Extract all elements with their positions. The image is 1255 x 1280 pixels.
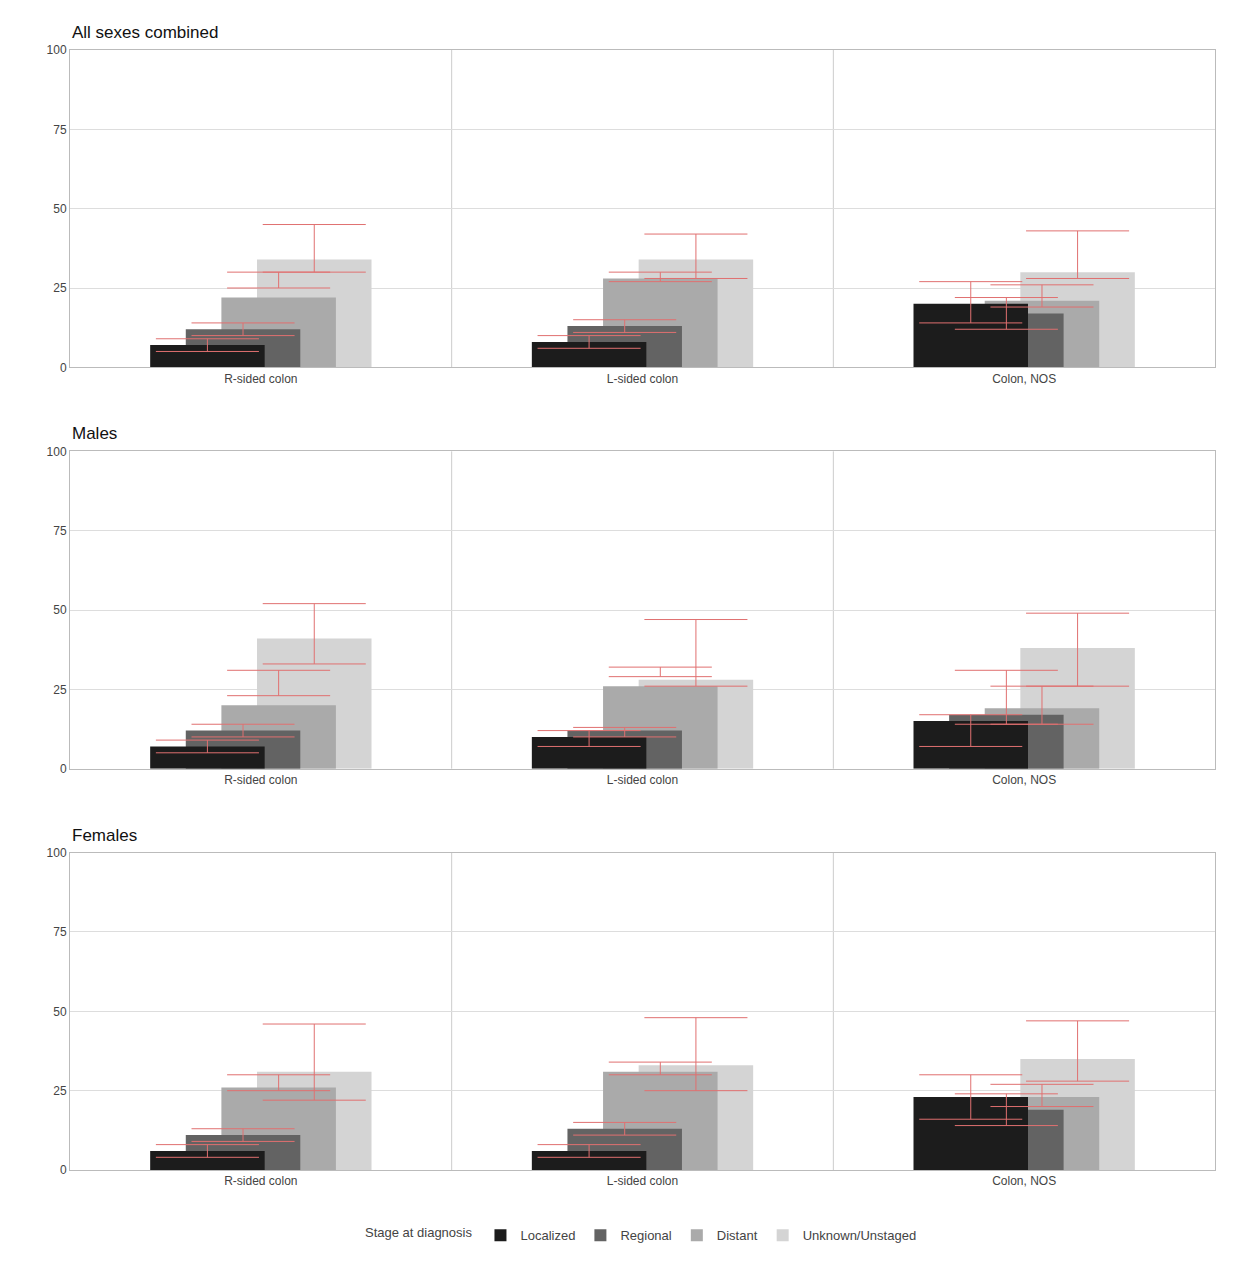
svg-text:25: 25 xyxy=(53,1084,67,1098)
svg-text:Distant: Distant xyxy=(717,1228,758,1243)
svg-text:L-sided colon: L-sided colon xyxy=(607,1174,678,1188)
svg-text:Stage at diagnosis: Stage at diagnosis xyxy=(365,1225,472,1240)
svg-text:50: 50 xyxy=(53,1005,67,1019)
svg-text:50: 50 xyxy=(53,202,67,216)
svg-text:Localized: Localized xyxy=(520,1228,575,1243)
svg-text:25: 25 xyxy=(53,683,67,697)
svg-text:L-sided colon: L-sided colon xyxy=(607,773,678,787)
svg-text:100: 100 xyxy=(47,846,67,860)
svg-text:0: 0 xyxy=(60,1163,67,1177)
svg-text:R-sided colon: R-sided colon xyxy=(224,773,297,787)
svg-text:50: 50 xyxy=(53,603,67,617)
svg-text:0: 0 xyxy=(60,762,67,776)
svg-text:L-sided colon: L-sided colon xyxy=(607,372,678,386)
svg-text:Colon, NOS: Colon, NOS xyxy=(992,1174,1056,1188)
svg-text:All sexes combined: All sexes combined xyxy=(72,23,218,42)
svg-text:25: 25 xyxy=(53,281,67,295)
svg-text:0: 0 xyxy=(60,361,67,375)
svg-text:Unknown/Unstaged: Unknown/Unstaged xyxy=(803,1228,916,1243)
svg-text:Females: Females xyxy=(72,826,137,845)
svg-text:Regional: Regional xyxy=(620,1228,671,1243)
svg-text:R-sided colon: R-sided colon xyxy=(224,372,297,386)
svg-text:R-sided colon: R-sided colon xyxy=(224,1174,297,1188)
svg-text:100: 100 xyxy=(47,43,67,57)
svg-text:Males: Males xyxy=(72,424,117,443)
svg-text:75: 75 xyxy=(53,524,67,538)
svg-text:75: 75 xyxy=(53,123,67,137)
svg-text:Colon, NOS: Colon, NOS xyxy=(992,773,1056,787)
svg-text:Colon, NOS: Colon, NOS xyxy=(992,372,1056,386)
svg-text:75: 75 xyxy=(53,925,67,939)
svg-text:100: 100 xyxy=(47,445,67,459)
